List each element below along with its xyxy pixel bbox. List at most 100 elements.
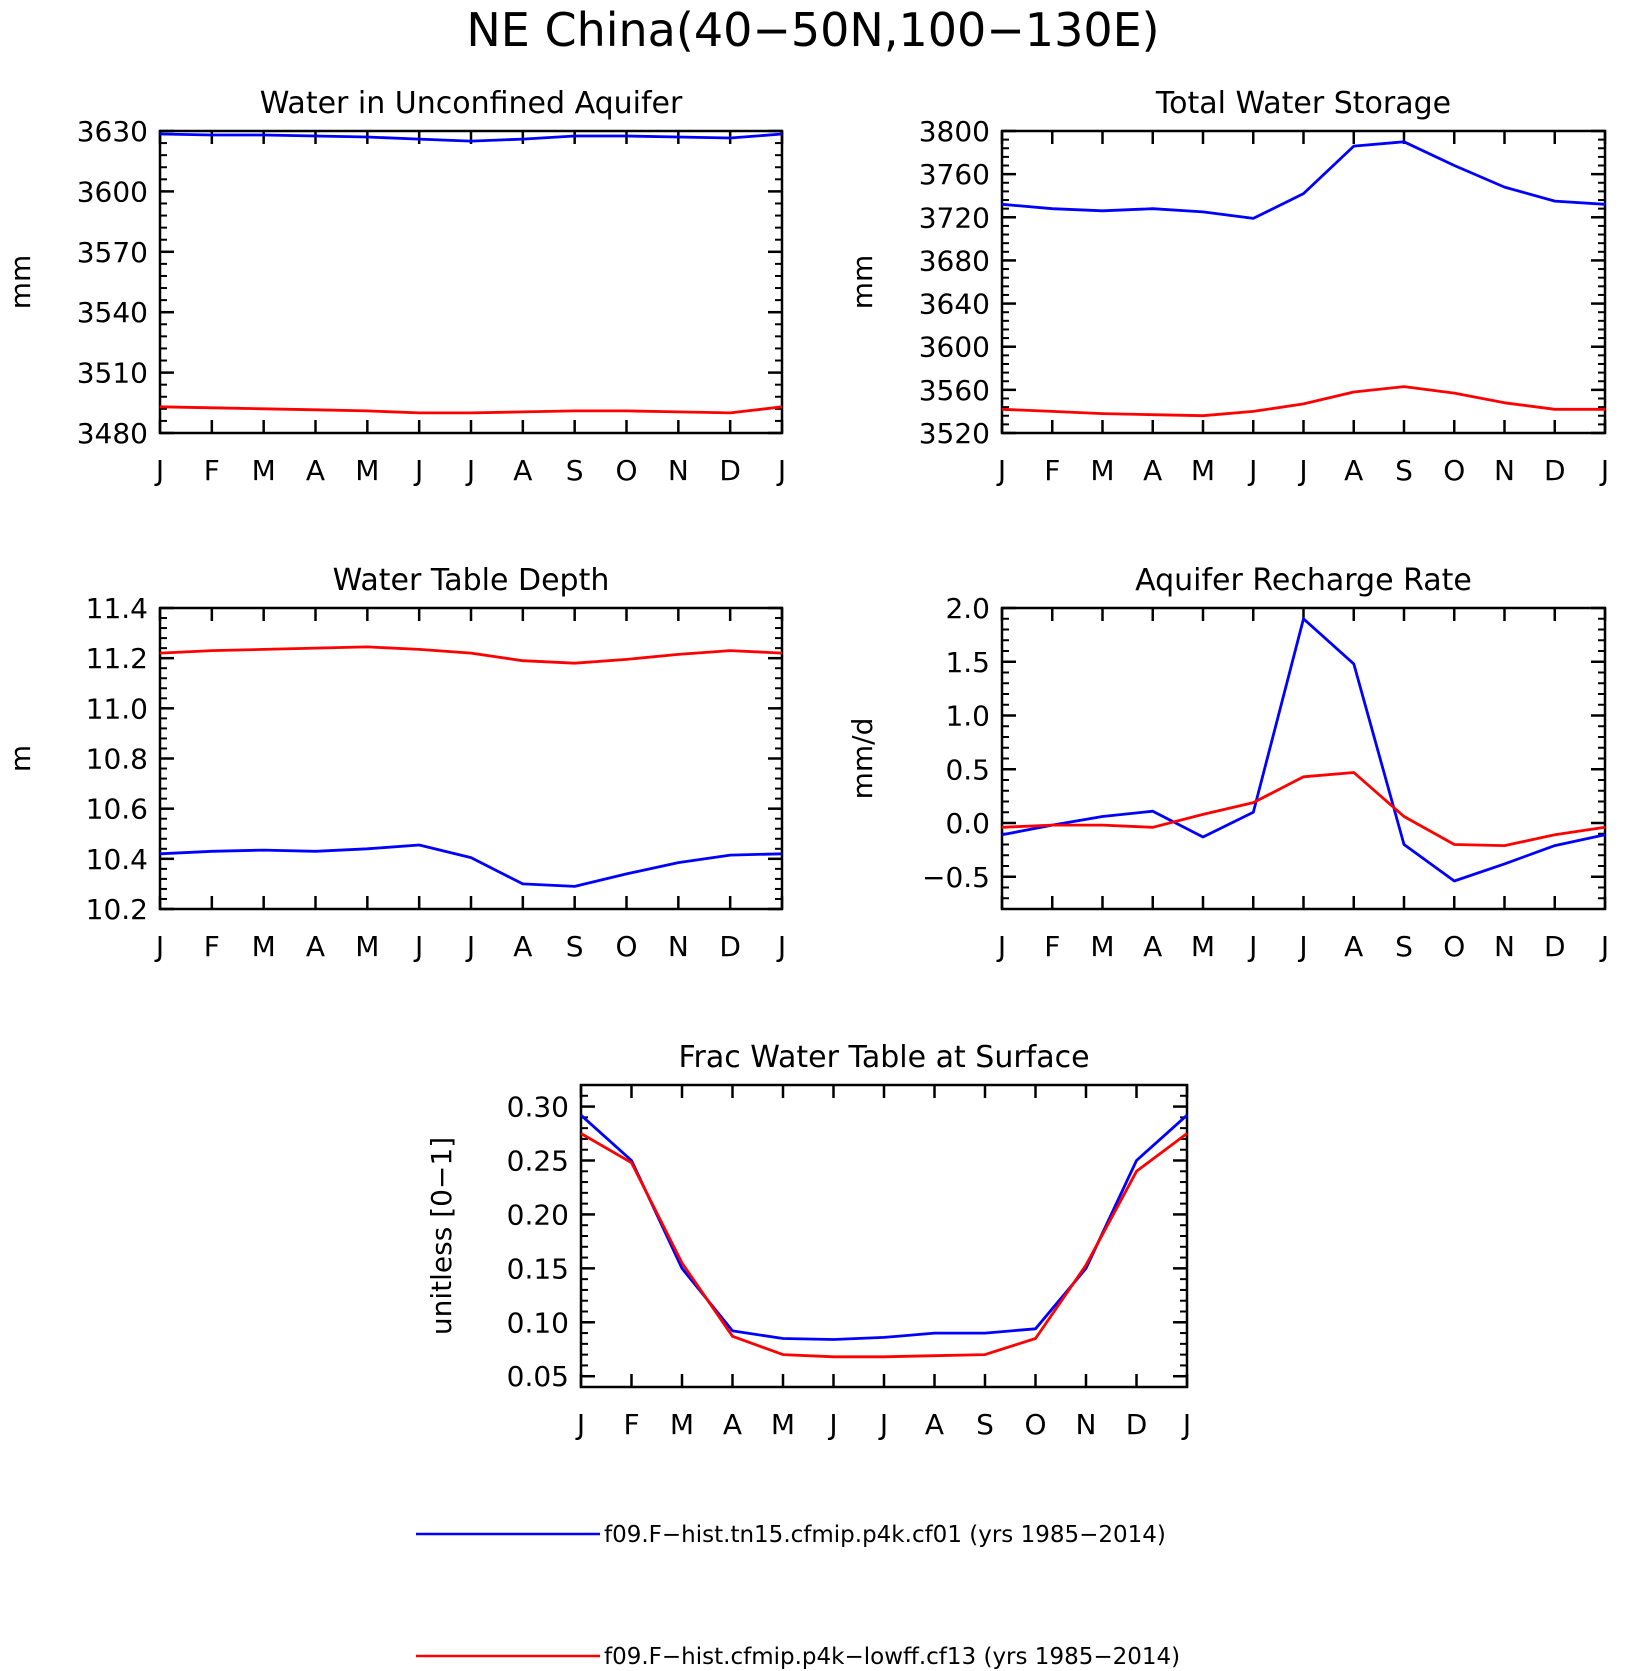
x-tick-label: J (413, 930, 423, 963)
x-tick-label: N (668, 454, 689, 487)
y-tick-label: 3800 (919, 115, 990, 148)
x-tick-label: S (976, 1408, 994, 1441)
y-tick-label: 0.20 (507, 1198, 569, 1231)
series-line-1 (580, 1114, 1188, 1341)
panel-title: Water in Unconfined Aquifer (260, 86, 683, 121)
x-tick-label: J (465, 454, 475, 487)
y-tick-label: 3570 (77, 236, 148, 269)
x-tick-label: M (1090, 930, 1114, 963)
y-tick-label: 0.05 (507, 1360, 569, 1393)
x-tick-label: F (204, 930, 220, 963)
y-tick-label: 3680 (919, 244, 990, 277)
x-tick-label: A (1143, 930, 1162, 963)
x-tick-label: D (719, 454, 741, 487)
x-tick-label: N (1494, 930, 1515, 963)
series-line-1 (1001, 140, 1606, 220)
series-line-1 (159, 132, 783, 143)
y-tick-label: 3480 (77, 417, 148, 450)
y-tick-label: 0.0 (945, 807, 990, 840)
legend-label-series2: f09.F−hist.cfmip.p4k−lowff.cf13 (yrs 198… (604, 1644, 1180, 1670)
x-tick-label: M (1191, 454, 1215, 487)
x-tick-label: M (771, 1408, 795, 1441)
y-axis-label: mm (4, 255, 37, 310)
y-tick-label: 11.2 (86, 642, 148, 675)
y-tick-label: 3720 (919, 201, 990, 234)
y-tick-label: 11.0 (86, 692, 148, 725)
x-tick-label: O (615, 930, 637, 963)
x-tick-label: J (1599, 454, 1609, 487)
plot-frame (1000, 129, 1607, 435)
x-tick-label: A (1143, 454, 1162, 487)
x-tick-label: A (306, 930, 325, 963)
legend-label-series1: f09.F−hist.tn15.cfmip.p4k.cf01 (yrs 1985… (604, 1522, 1166, 1548)
y-tick-label: 0.30 (507, 1091, 569, 1124)
y-tick-label: 0.5 (945, 753, 990, 786)
y-tick-label: 10.6 (86, 793, 148, 826)
y-tick-label: 3760 (919, 158, 990, 191)
x-tick-label: M (1090, 454, 1114, 487)
panel-title: Frac Water Table at Surface (678, 1040, 1089, 1075)
x-tick-label: J (154, 454, 164, 487)
panel-title: Aquifer Recharge Rate (1135, 563, 1472, 598)
x-tick-label: M (252, 930, 276, 963)
figure-title: NE China(40−50N,100−130E) (466, 3, 1159, 57)
panel-title: Water Table Depth (333, 563, 610, 598)
plot-frame (158, 129, 784, 435)
x-tick-label: J (776, 454, 786, 487)
x-tick-label: F (1044, 930, 1060, 963)
x-tick-label: J (1599, 930, 1609, 963)
series-line-2 (1001, 771, 1606, 847)
x-tick-label: O (1443, 930, 1465, 963)
x-tick-label: A (723, 1408, 742, 1441)
y-axis-label: mm (846, 255, 879, 310)
x-tick-label: J (1247, 454, 1257, 487)
x-tick-label: D (719, 930, 741, 963)
x-tick-label: J (575, 1408, 585, 1441)
x-tick-label: F (623, 1408, 639, 1441)
x-tick-label: F (204, 454, 220, 487)
y-tick-label: 10.4 (86, 843, 148, 876)
series-line-2 (159, 405, 783, 415)
x-tick-label: S (566, 454, 584, 487)
y-axis-label: mm/d (846, 718, 879, 800)
x-tick-label: D (1544, 454, 1566, 487)
x-tick-label: J (996, 930, 1006, 963)
x-tick-label: A (925, 1408, 944, 1441)
y-axis-label: unitless [0−1] (425, 1137, 458, 1335)
x-tick-label: D (1126, 1408, 1148, 1441)
x-tick-label: J (827, 1408, 837, 1441)
y-tick-label: 10.2 (86, 893, 148, 926)
y-tick-label: 3520 (919, 417, 990, 450)
x-tick-label: J (878, 1408, 888, 1441)
y-tick-label: 3630 (77, 115, 148, 148)
y-tick-label: 11.4 (86, 592, 148, 625)
y-axis-label: m (4, 745, 37, 772)
y-tick-label: 10.8 (86, 743, 148, 776)
x-tick-label: J (1247, 930, 1257, 963)
x-tick-label: O (1024, 1408, 1046, 1441)
y-tick-label: −0.5 (922, 861, 990, 894)
x-tick-label: M (355, 454, 379, 487)
x-tick-label: J (996, 454, 1006, 487)
y-tick-label: 0.15 (507, 1252, 569, 1285)
y-tick-label: 2.0 (945, 592, 990, 625)
y-tick-label: 0.10 (507, 1306, 569, 1339)
x-tick-label: A (513, 930, 532, 963)
x-tick-label: A (1344, 930, 1363, 963)
x-tick-label: J (413, 454, 423, 487)
x-tick-label: S (1395, 454, 1413, 487)
x-tick-label: O (1443, 454, 1465, 487)
series-line-1 (1001, 617, 1606, 883)
x-tick-label: N (1076, 1408, 1097, 1441)
x-tick-label: F (1044, 454, 1060, 487)
series-line-1 (159, 843, 783, 888)
x-tick-label: J (776, 930, 786, 963)
x-tick-label: M (355, 930, 379, 963)
series-line-2 (159, 645, 783, 665)
y-tick-label: 3540 (77, 296, 148, 329)
